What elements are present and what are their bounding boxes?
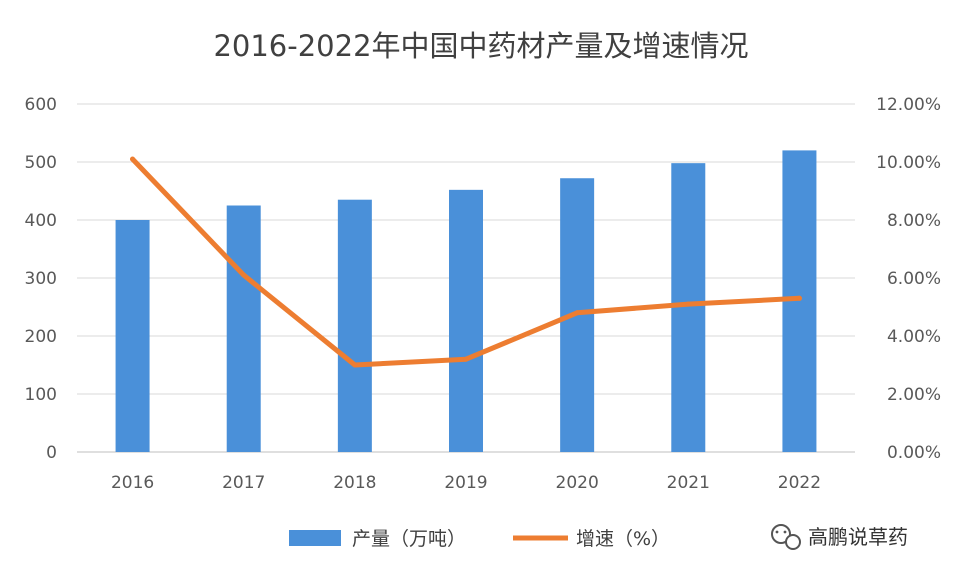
x-axis-ticks: 2016 2017 2018 2019 2020 2021 2022 (111, 473, 821, 493)
watermark-text: 高鹏说草药 (808, 525, 908, 549)
chart-title: 2016-2022年中国中药材产量及增速情况 (213, 29, 748, 63)
x-tick-label: 2018 (333, 473, 376, 493)
bar-series (115, 150, 817, 453)
left-axis-ticks: 0 100 200 300 400 500 600 (25, 95, 57, 463)
x-tick-label: 2022 (778, 473, 821, 493)
bar (449, 189, 483, 452)
left-tick-label: 200 (25, 327, 57, 347)
right-tick-label: 8.00% (887, 211, 941, 231)
line-point (574, 310, 580, 316)
legend-bar-label: 产量（万吨） (352, 528, 466, 550)
line-point (796, 295, 802, 301)
line-point (685, 301, 691, 307)
left-tick-label: 300 (25, 269, 57, 289)
left-tick-label: 100 (25, 385, 57, 405)
left-tick-label: 500 (25, 153, 57, 173)
wechat-icon (771, 524, 801, 550)
legend: 产量（万吨） 增速（%） (289, 528, 670, 550)
line-series (130, 156, 802, 368)
bar (226, 205, 261, 452)
right-tick-label: 2.00% (887, 385, 941, 405)
left-tick-label: 400 (25, 211, 57, 231)
line-point (463, 356, 469, 362)
bar (337, 199, 372, 452)
left-tick-label: 600 (25, 95, 57, 115)
x-tick-label: 2019 (444, 473, 487, 493)
line-point (352, 362, 358, 368)
right-tick-label: 12.00% (876, 95, 941, 115)
right-tick-label: 4.00% (887, 327, 941, 347)
x-tick-label: 2016 (111, 473, 154, 493)
x-tick-label: 2017 (222, 473, 265, 493)
right-tick-label: 10.00% (876, 153, 941, 173)
line-point (241, 272, 247, 278)
left-tick-label: 0 (46, 443, 57, 463)
right-axis-ticks: 0.00% 2.00% 4.00% 6.00% 8.00% 10.00% 12.00% (876, 95, 941, 463)
bar (115, 220, 150, 452)
legend-bar-swatch (289, 530, 341, 546)
bar (671, 163, 706, 452)
x-tick-label: 2021 (667, 473, 710, 493)
x-tick-label: 2020 (556, 473, 599, 493)
watermark: 高鹏说草药 (771, 524, 908, 550)
right-tick-label: 0.00% (887, 443, 941, 463)
legend-line-label: 增速（%） (576, 528, 670, 550)
right-tick-label: 6.00% (887, 269, 941, 289)
line-point (130, 156, 136, 162)
